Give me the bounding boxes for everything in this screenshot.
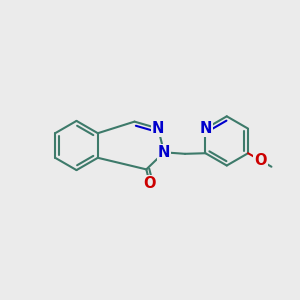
Text: N: N	[158, 145, 170, 160]
Text: N: N	[152, 121, 164, 136]
Text: O: O	[254, 153, 267, 168]
Text: O: O	[143, 176, 156, 191]
Text: N: N	[199, 121, 212, 136]
